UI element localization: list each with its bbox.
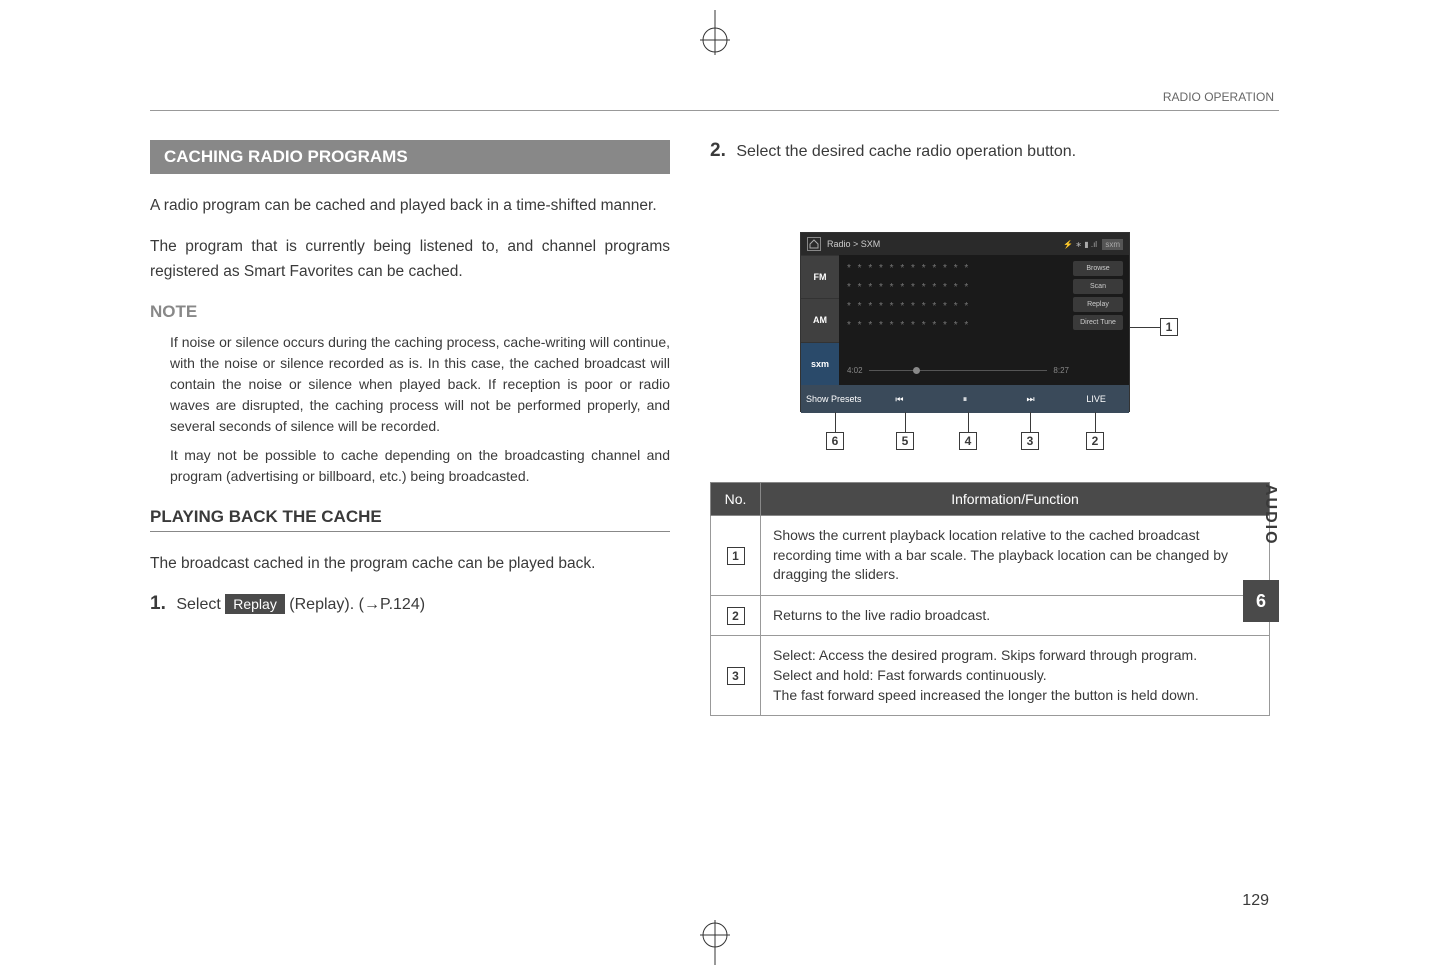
status-icons: ⚡ ∗ ▮ .ıl sxm: [1063, 240, 1123, 249]
table-row: 2 Returns to the live radio broadcast.: [711, 595, 1270, 636]
replay-button-label: Replay: [225, 594, 285, 614]
header-divider: [150, 110, 1279, 111]
live-button: LIVE: [1063, 394, 1129, 404]
row-text-1: Shows the current playback location rela…: [761, 516, 1270, 596]
section-header: CACHING RADIO PROGRAMS: [150, 140, 670, 174]
page-header-text: RADIO OPERATION: [1163, 90, 1274, 104]
step-1: 1. Select Replay (Replay). (→P.124): [150, 593, 670, 615]
row-text-2: Returns to the live radio broadcast.: [761, 595, 1270, 636]
row-text-3: Select: Access the desired program. Skip…: [761, 636, 1270, 716]
callout-line-2: [1095, 412, 1096, 432]
step-1-suffix: (Replay). (→P.124): [289, 596, 425, 613]
left-column: CACHING RADIO PROGRAMS A radio program c…: [150, 140, 670, 629]
bottom-bar: Show Presets ⏮ ⏸ ⏭ LIVE: [801, 385, 1129, 413]
row-num-1: 1: [727, 547, 745, 565]
side-tab-audio: AUDIO: [1243, 460, 1279, 570]
callout-1: 1: [1160, 318, 1178, 336]
step-1-num: 1.: [150, 593, 166, 614]
time-end: 8:27: [1053, 366, 1069, 375]
device-screenshot: Radio > SXM ⚡ ∗ ▮ .ıl sxm FM AM sxm * * …: [710, 232, 1270, 452]
col-no: No.: [711, 483, 761, 516]
breadcrumb: Radio > SXM: [827, 239, 880, 249]
col-info: Information/Function: [761, 483, 1270, 516]
step-2: 2. Select the desired cache radio operat…: [710, 140, 1270, 162]
callout-6: 6: [826, 432, 844, 450]
progress-row: 4:02 8:27: [847, 366, 1069, 375]
subsection-heading: PLAYING BACK THE CACHE: [150, 507, 670, 532]
time-start: 4:02: [847, 366, 863, 375]
crop-mark-bottom: [690, 915, 740, 970]
paragraph-1: A radio program can be cached and played…: [150, 194, 670, 219]
row-num-2: 2: [727, 607, 745, 625]
callout-3: 3: [1021, 432, 1039, 450]
table-row: 1 Shows the current playback location re…: [711, 516, 1270, 596]
callout-line-5: [905, 412, 906, 432]
info-table: No. Information/Function 1 Shows the cur…: [710, 482, 1270, 716]
tab-column: FM AM sxm: [801, 255, 839, 385]
callout-line-3: [1030, 412, 1031, 432]
show-presets: Show Presets: [801, 394, 867, 404]
callout-2: 2: [1086, 432, 1104, 450]
main-area: * * * * * * * * * * * * * * * * * * * * …: [839, 255, 1129, 385]
scan-button: Scan: [1073, 279, 1123, 294]
screen-body: FM AM sxm * * * * * * * * * * * * * * * …: [801, 255, 1129, 385]
callout-line-4: [968, 412, 969, 432]
right-column: 2. Select the desired cache radio operat…: [710, 140, 1270, 716]
next-icon: ⏭: [998, 394, 1064, 405]
direct-tune-button: Direct Tune: [1073, 315, 1123, 330]
screen-header: Radio > SXM ⚡ ∗ ▮ .ıl sxm: [801, 233, 1129, 255]
side-tab-number: 6: [1243, 580, 1279, 622]
callout-line-6: [835, 412, 836, 432]
table-row: 3 Select: Access the desired program. Sk…: [711, 636, 1270, 716]
tab-am: AM: [801, 298, 839, 341]
note-2: It may not be possible to cache dependin…: [150, 445, 670, 487]
step-2-num: 2.: [710, 140, 726, 161]
callout-5: 5: [896, 432, 914, 450]
note-heading: NOTE: [150, 302, 670, 322]
callout-line-1: [1130, 327, 1160, 328]
tab-sxm: sxm: [801, 342, 839, 385]
page-number: 129: [1242, 892, 1269, 910]
row-num-3: 3: [727, 667, 745, 685]
callout-4: 4: [959, 432, 977, 450]
prev-icon: ⏮: [867, 394, 933, 405]
crop-mark-top: [690, 10, 740, 65]
progress-track: [869, 370, 1048, 371]
replay-button: Replay: [1073, 297, 1123, 312]
device-screen: Radio > SXM ⚡ ∗ ▮ .ıl sxm FM AM sxm * * …: [800, 232, 1130, 412]
tab-fm: FM: [801, 255, 839, 298]
page-content: RADIO OPERATION CACHING RADIO PROGRAMS A…: [150, 80, 1279, 920]
home-icon: [807, 237, 821, 251]
paragraph-3: The broadcast cached in the program cach…: [150, 552, 670, 577]
note-1: If noise or silence occurs during the ca…: [150, 332, 670, 437]
paragraph-2: The program that is currently being list…: [150, 235, 670, 285]
step-1-prefix: Select: [176, 596, 225, 613]
right-buttons: Browse Scan Replay Direct Tune: [1073, 261, 1123, 333]
progress-thumb: [913, 367, 920, 374]
pause-icon: ⏸: [932, 394, 998, 405]
browse-button: Browse: [1073, 261, 1123, 276]
step-2-text: Select the desired cache radio operation…: [736, 143, 1076, 160]
